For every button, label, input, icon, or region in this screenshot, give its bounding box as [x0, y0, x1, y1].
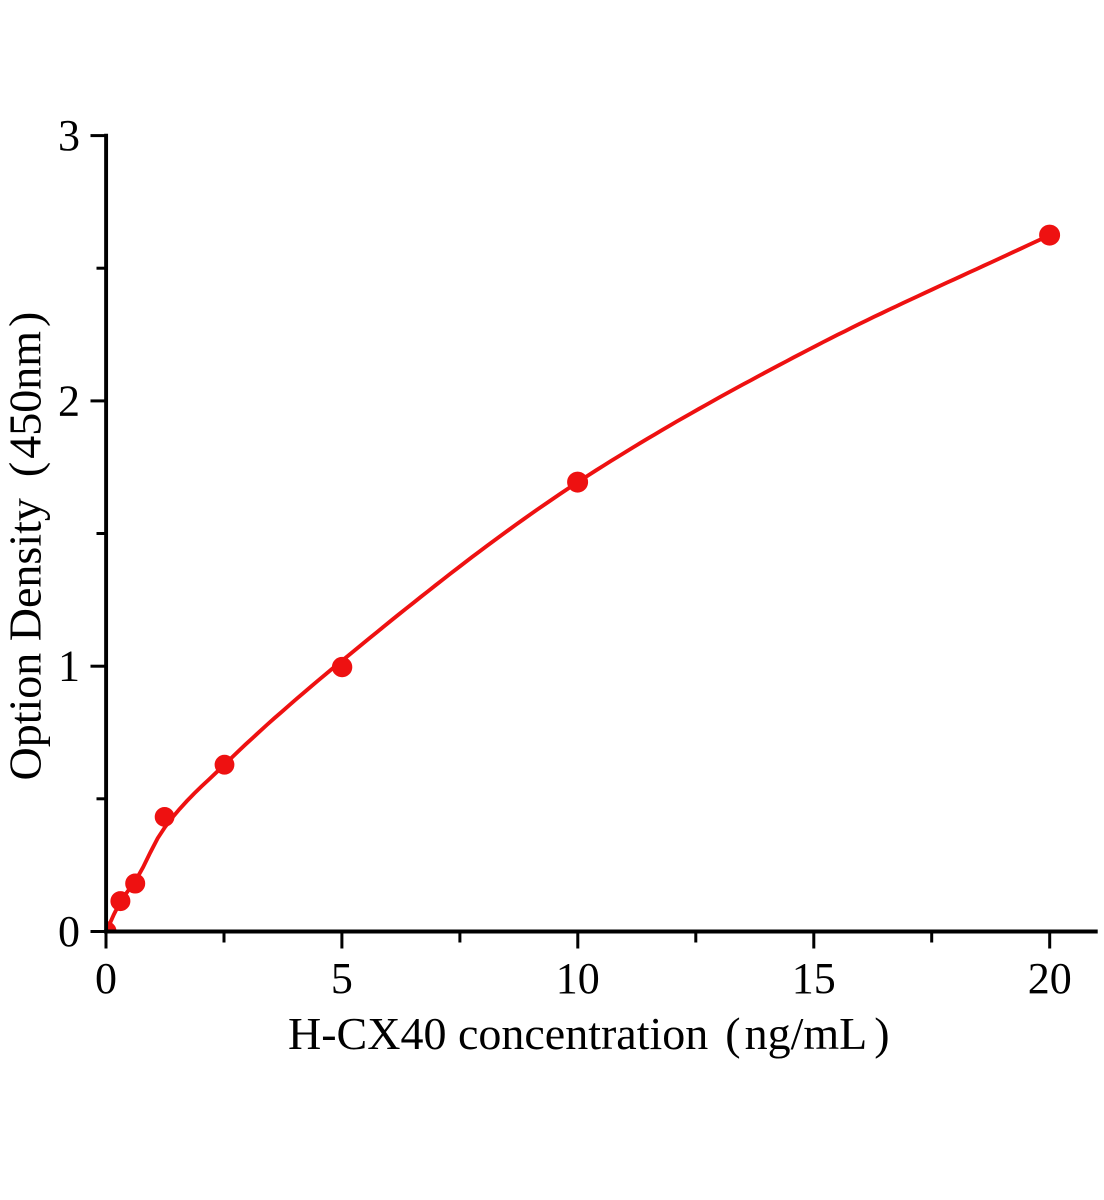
svg-text:1: 1 — [58, 642, 80, 691]
svg-text:0: 0 — [95, 954, 117, 1003]
svg-text:10: 10 — [556, 954, 600, 1003]
svg-text:H-CX40 concentration(ng/mL): H-CX40 concentration (ng/mL) — [288, 1008, 890, 1059]
svg-text:3: 3 — [58, 111, 80, 160]
svg-text:20: 20 — [1028, 954, 1072, 1003]
svg-text:0: 0 — [58, 907, 80, 956]
svg-text:15: 15 — [792, 954, 836, 1003]
svg-text:Option Density(450nm): Option Density(450nm) — [0, 312, 51, 781]
svg-text:5: 5 — [331, 954, 353, 1003]
svg-text:2: 2 — [58, 376, 80, 425]
